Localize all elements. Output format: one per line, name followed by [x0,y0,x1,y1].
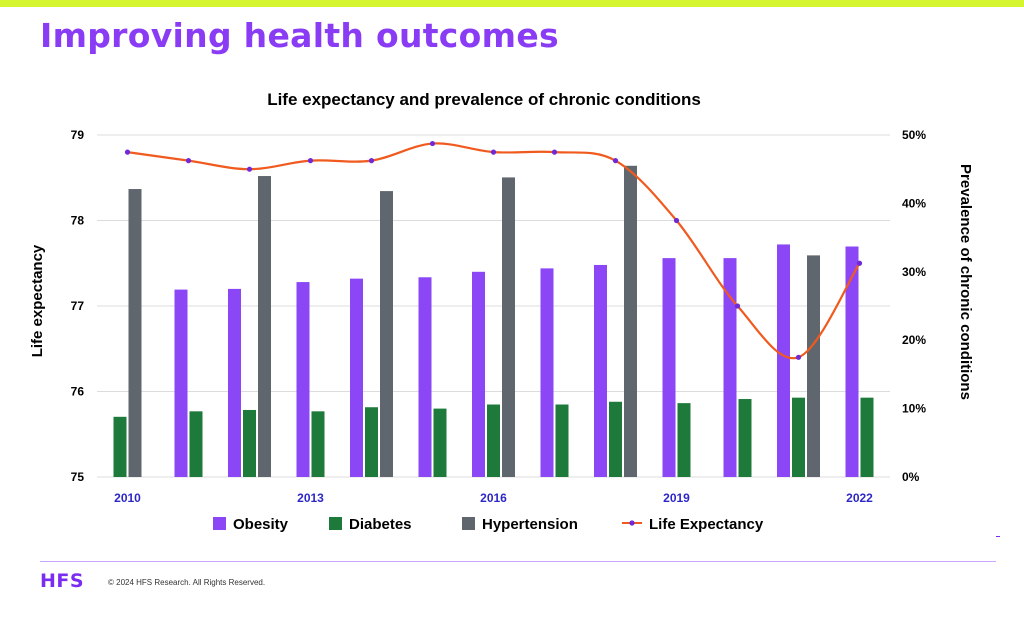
page-title: Improving health outcomes [40,16,559,55]
life-expectancy-legend-label: Life Expectancy [649,516,764,533]
diabetes-bar [555,404,569,477]
y-tick-label: 78 [71,214,85,228]
diabetes-bar [113,416,127,477]
diabetes-legend-label: Diabetes [349,516,412,533]
x-tick-label: 2022 [846,491,873,505]
left-axis-ticks: 75 76 77 78 79 [71,128,85,484]
hypertension-bar [502,177,515,477]
diabetes-bar [189,411,203,477]
hfs-logo: HFS [40,570,85,592]
life-expectancy-point [673,217,680,224]
y-tick-label: 77 [71,299,85,313]
diabetes-bar [311,411,325,477]
life-expectancy-legend-marker [629,520,635,526]
x-tick-label: 2019 [663,491,690,505]
footer-divider [40,561,996,562]
diabetes-bar [609,401,622,477]
diabetes-bar [738,399,752,477]
obesity-bar [418,277,432,477]
hypertension-legend-swatch [462,517,475,530]
hypertension-legend-label: Hypertension [482,516,578,533]
x-tick-label: 2013 [297,491,324,505]
y-tick-label: 79 [71,128,85,142]
obesity-bar [594,264,607,477]
life-expectancy-point [490,149,497,155]
x-axis-ticks: 2010 2013 2016 2019 2022 [114,491,873,505]
diabetes-bar [433,408,447,477]
obesity-bar [472,271,485,477]
life-expectancy-point [124,149,131,155]
x-tick-label: 2016 [480,491,507,505]
life-expectancy-point [429,140,436,147]
obesity-bar [174,289,188,477]
obesity-bar [845,246,859,477]
top-accent-bar [0,0,1024,7]
y2-tick-label: 30% [902,265,926,279]
life-expectancy-chart: Life expectancy and prevalence of chroni… [29,90,974,533]
y2-tick-label: 40% [902,196,926,210]
diabetes-legend-swatch [329,517,342,530]
obesity-legend-swatch [213,517,226,530]
y-axis-label: Life expectancy [29,244,46,357]
footer-copyright: © 2024 HFS Research. All Rights Reserved… [108,578,266,587]
y2-tick-label: 50% [902,128,926,142]
life-expectancy-point [612,158,619,164]
obesity-bar [540,268,554,477]
diabetes-bar [243,409,256,477]
hypertension-bar [380,191,393,477]
diabetes-bar [677,403,691,477]
y2-tick-label: 0% [902,470,920,484]
obesity-legend-label: Obesity [233,516,289,533]
life-expectancy-point [551,149,558,155]
life-expectancy-point [734,303,741,309]
chart-legend: Obesity Diabetes Hypertension Life Expectan… [213,516,764,533]
right-axis-ticks: 0% 10% 20% 30% 40% 50% [902,128,926,484]
x-tick-label: 2010 [114,491,141,505]
life-expectancy-path [127,142,861,360]
life-expectancy-line [124,140,863,360]
hypertension-bar [807,255,820,477]
obesity-bar [296,282,310,477]
chart-bars [113,165,874,477]
diabetes-bar [792,397,805,477]
obesity-bar [662,258,676,477]
y-tick-label: 75 [71,470,85,484]
hypertension-bar [258,176,271,477]
life-expectancy-point [185,158,192,164]
life-expectancy-point [795,354,802,360]
obesity-bar [777,244,790,477]
obesity-bar [228,288,241,477]
y2-tick-label: 10% [902,402,926,416]
diabetes-bar [365,407,378,477]
y2-axis-label: Prevalence of chronic conditions [957,164,974,400]
life-expectancy-point [856,260,863,266]
life-expectancy-point [246,166,253,172]
diabetes-bar [487,404,500,477]
chart-title: Life expectancy and prevalence of chroni… [267,90,701,109]
y2-tick-label: 20% [902,333,926,347]
obesity-bar [723,258,737,477]
life-expectancy-point [368,158,375,164]
hypertension-bar [128,189,142,477]
diabetes-bar [860,397,874,477]
obesity-bar [350,278,363,477]
decorative-dash [996,536,1000,537]
life-expectancy-point [307,158,314,164]
y-tick-label: 76 [71,385,85,399]
hypertension-bar [624,165,637,477]
